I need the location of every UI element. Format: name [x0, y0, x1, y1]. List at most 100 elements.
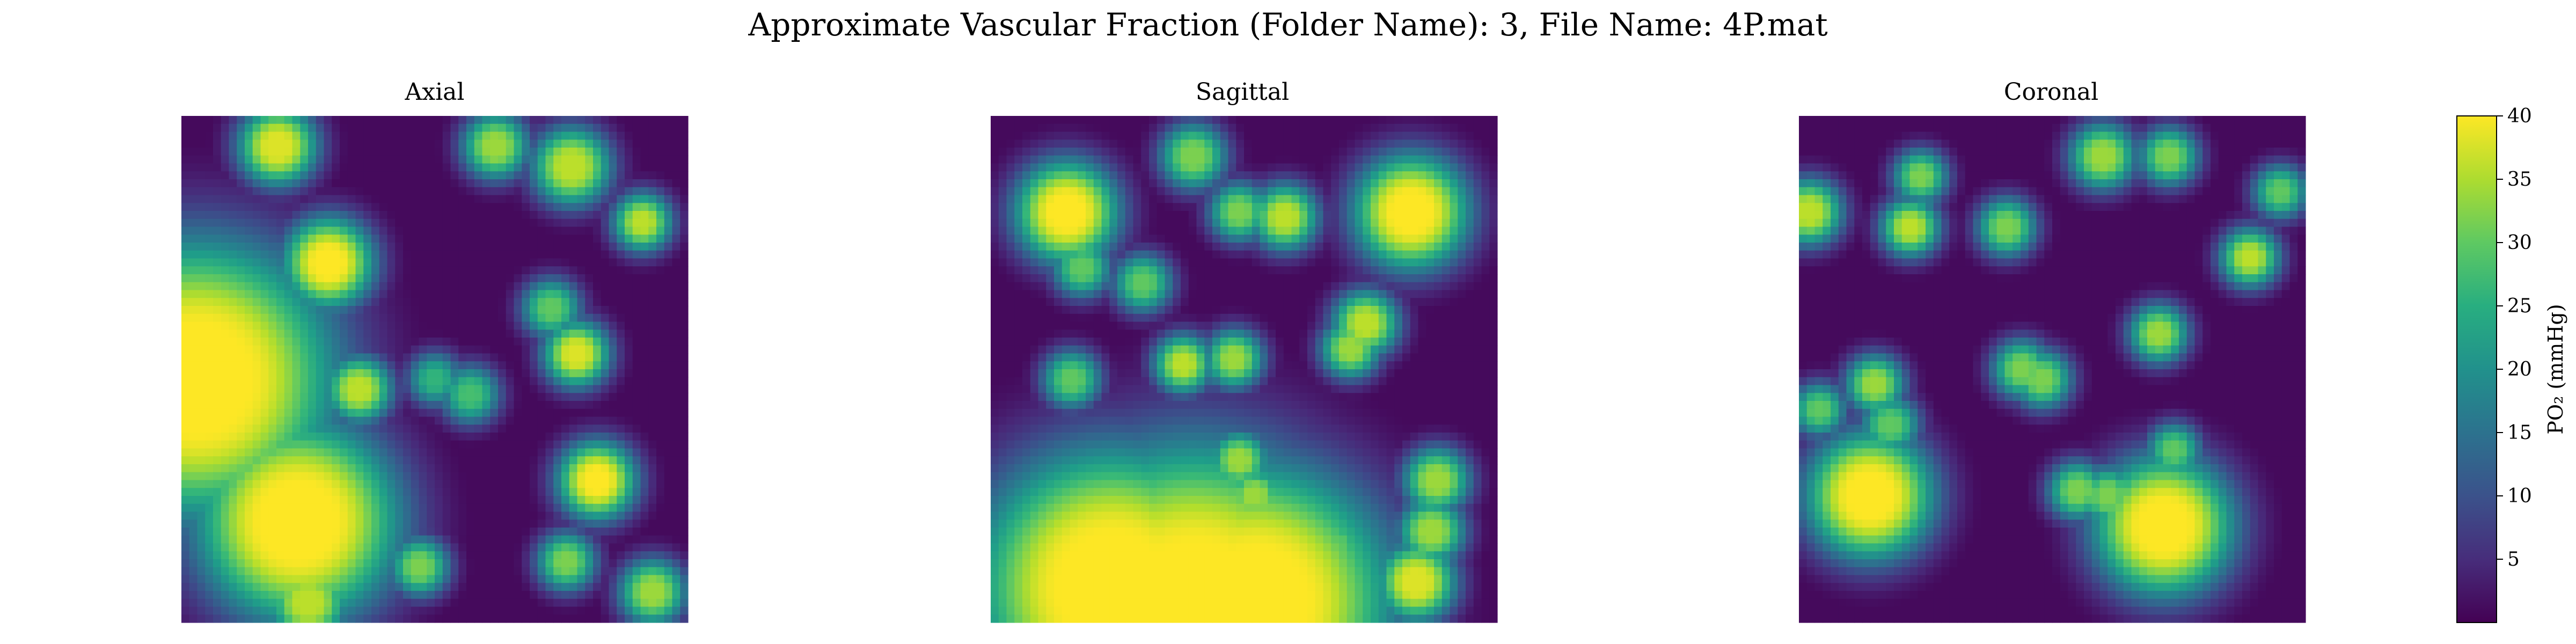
- heatmap-cell-axial: [458, 179, 467, 188]
- heatmap-cell-axial: [506, 353, 515, 362]
- heatmap-cell-axial: [395, 528, 404, 536]
- heatmap-cell-axial: [545, 203, 554, 211]
- heatmap-cell-axial: [387, 393, 396, 401]
- heatmap-cell-axial: [411, 519, 420, 528]
- heatmap-cell-sagittal: [1046, 187, 1055, 196]
- heatmap-cell-axial: [292, 187, 301, 196]
- heatmap-cell-sagittal: [1054, 187, 1063, 196]
- heatmap-cell-axial: [545, 543, 554, 552]
- heatmap-cell-axial: [395, 330, 404, 338]
- heatmap-cell-axial: [474, 123, 483, 133]
- heatmap-cell-sagittal: [1299, 131, 1308, 140]
- heatmap-cell-axial: [205, 567, 214, 576]
- heatmap-cell-axial: [545, 472, 554, 481]
- heatmap-cell-sagittal: [991, 123, 999, 133]
- heatmap-cell-axial: [561, 338, 570, 346]
- heatmap-cell-sagittal: [1236, 140, 1245, 148]
- heatmap-cell-axial: [268, 218, 277, 228]
- heatmap-cell-axial: [284, 598, 293, 608]
- heatmap-cell-sagittal: [1346, 123, 1356, 133]
- heatmap-cell-axial: [664, 377, 673, 386]
- heatmap-cell-axial: [213, 258, 222, 267]
- heatmap-cell-axial: [292, 535, 301, 544]
- heatmap-cell-axial: [316, 591, 325, 599]
- heatmap-cell-axial: [435, 591, 443, 599]
- heatmap-cell-axial: [347, 250, 356, 259]
- heatmap-cell-axial: [340, 591, 348, 599]
- heatmap-cell-axial: [308, 496, 317, 504]
- heatmap-cell-axial: [482, 488, 491, 496]
- heatmap-cell-axial: [300, 131, 309, 140]
- heatmap-cell-axial: [490, 614, 499, 623]
- heatmap-cell-axial: [514, 472, 522, 481]
- heatmap-cell-axial: [537, 330, 546, 338]
- heatmap-cell-axial: [625, 298, 633, 306]
- heatmap-cell-axial: [284, 116, 293, 125]
- heatmap-cell-sagittal: [1315, 155, 1324, 164]
- heatmap-cell-axial: [427, 258, 435, 267]
- heatmap-cell-axial: [427, 567, 435, 576]
- heatmap-cell-axial: [181, 179, 190, 188]
- heatmap-cell-axial: [664, 488, 673, 496]
- heatmap-cell-axial: [205, 440, 214, 449]
- heatmap-cell-sagittal: [1323, 140, 1331, 148]
- heatmap-cell-axial: [474, 330, 483, 338]
- heatmap-cell-axial: [609, 598, 617, 608]
- heatmap-cell-axial: [324, 258, 332, 267]
- heatmap-cell-axial: [324, 243, 332, 251]
- heatmap-cell-axial: [276, 598, 285, 608]
- heatmap-cell-axial: [355, 519, 364, 528]
- heatmap-cell-axial: [260, 480, 269, 488]
- heatmap-cell-axial: [664, 591, 673, 599]
- heatmap-cell-axial: [466, 345, 475, 354]
- heatmap-cell-sagittal: [1363, 203, 1371, 211]
- heatmap-cell-axial: [237, 195, 245, 203]
- heatmap-cell-sagittal: [1117, 155, 1126, 164]
- heatmap-cell-axial: [561, 385, 570, 393]
- heatmap-cell-axial: [205, 408, 214, 418]
- heatmap-cell-axial: [490, 606, 499, 615]
- heatmap-cell-axial: [181, 472, 190, 481]
- heatmap-cell-axial: [577, 274, 586, 283]
- heatmap-cell-axial: [197, 282, 206, 291]
- heatmap-cell-axial: [561, 123, 570, 133]
- heatmap-cell-axial: [442, 163, 451, 172]
- heatmap-cell-axial: [458, 575, 467, 583]
- heatmap-cell-sagittal: [1481, 171, 1490, 180]
- heatmap-cell-sagittal: [1268, 195, 1276, 203]
- heatmap-cell-axial: [664, 131, 673, 140]
- heatmap-cell-axial: [363, 140, 372, 148]
- heatmap-cell-axial: [522, 456, 530, 465]
- heatmap-cell-axial: [617, 330, 625, 338]
- heatmap-cell-axial: [450, 543, 459, 552]
- heatmap-cell-axial: [403, 313, 412, 323]
- heatmap-cell-axial: [308, 567, 317, 576]
- heatmap-cell-axial: [442, 338, 451, 346]
- heatmap-cell-sagittal: [1283, 148, 1292, 156]
- heatmap-cell-axial: [379, 321, 388, 330]
- heatmap-cell-axial: [363, 433, 372, 441]
- heatmap-cell-axial: [229, 433, 237, 441]
- heatmap-cell-axial: [498, 155, 507, 164]
- heatmap-cell-sagittal: [1236, 218, 1245, 228]
- heatmap-cell-sagittal: [1157, 155, 1166, 164]
- heatmap-cell-axial: [514, 218, 522, 228]
- heatmap-cell-axial: [680, 408, 689, 418]
- heatmap-cell-axial: [442, 496, 451, 504]
- heatmap-cell-axial: [498, 535, 507, 544]
- heatmap-cell-axial: [237, 345, 245, 354]
- heatmap-cell-axial: [569, 401, 578, 409]
- heatmap-cell-sagittal: [1363, 179, 1371, 188]
- heatmap-cell-axial: [316, 440, 325, 449]
- heatmap-cell-axial: [363, 330, 372, 338]
- heatmap-cell-axial: [466, 274, 475, 283]
- heatmap-cell-axial: [260, 321, 269, 330]
- heatmap-cell-axial: [593, 306, 602, 314]
- heatmap-cell-axial: [435, 598, 443, 608]
- heatmap-cell-axial: [245, 393, 253, 401]
- heatmap-cell-axial: [340, 559, 348, 568]
- heatmap-cell-sagittal: [1283, 179, 1292, 188]
- heatmap-cell-sagittal: [991, 140, 999, 148]
- heatmap-cell-sagittal: [1458, 163, 1466, 172]
- heatmap-cell-axial: [260, 266, 269, 275]
